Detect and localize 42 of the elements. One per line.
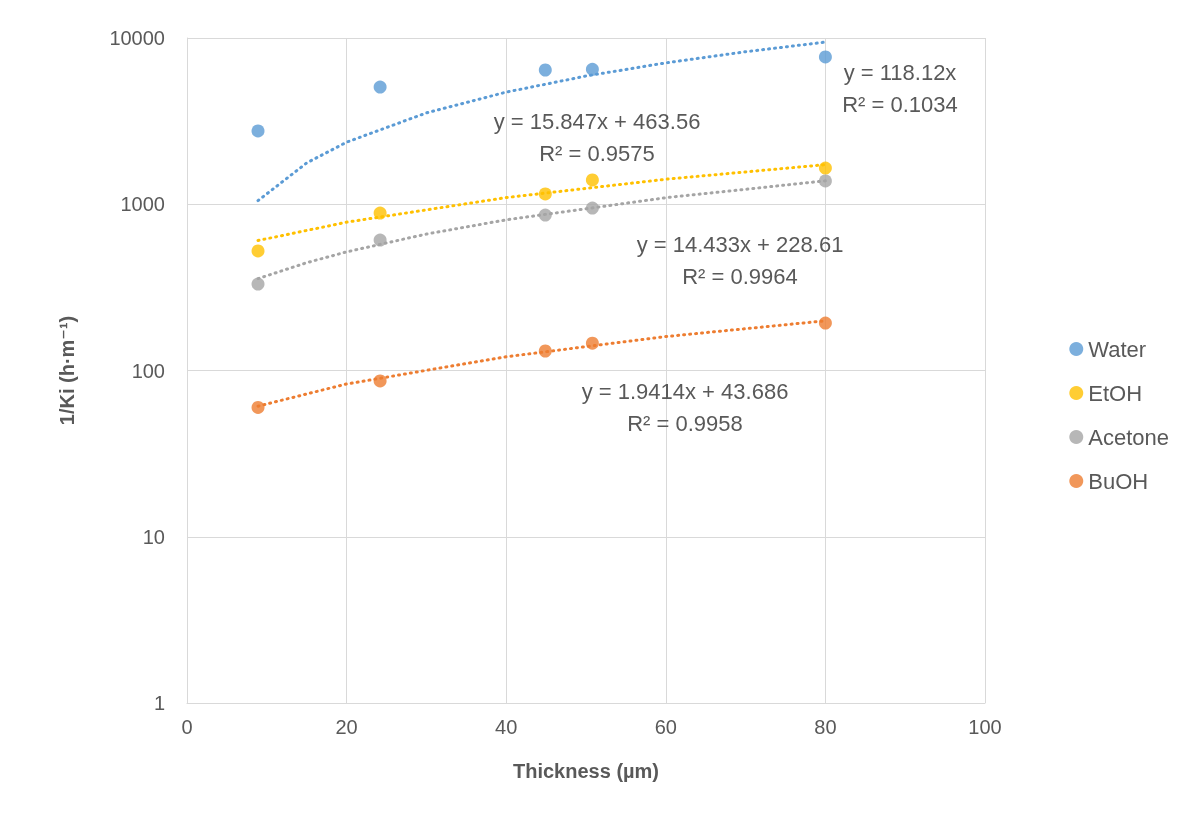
- x-axis-title: Thickness (µm): [512, 760, 660, 782]
- point: [538, 63, 552, 77]
- legend-label: Acetone: [1088, 424, 1170, 450]
- x-tick-label: 20: [335, 716, 358, 738]
- annotation: y = 14.433x + 228.61 R² = 0.9964: [636, 231, 844, 289]
- point: [818, 161, 832, 175]
- y-tick-label: 100: [131, 359, 165, 382]
- x-tick-label: 60: [654, 716, 677, 738]
- annotation: y = 1.9414x + 43.686 R² = 0.9958: [581, 378, 789, 436]
- point: [373, 80, 387, 94]
- point: [251, 124, 265, 138]
- y-tick-label: 10: [142, 525, 165, 548]
- point: [818, 174, 832, 188]
- point: [251, 400, 265, 414]
- point: [538, 208, 552, 222]
- y-tick-label: 10000: [109, 27, 165, 49]
- legend-label: Water: [1088, 336, 1147, 362]
- point: [251, 277, 265, 291]
- x-tick-label: 0: [181, 716, 193, 738]
- point: [538, 187, 552, 201]
- point: [818, 50, 832, 64]
- point: [373, 233, 387, 247]
- y-tick-label: 1000: [120, 193, 165, 216]
- point: [373, 206, 387, 220]
- x-tick-label: 100: [968, 716, 1002, 738]
- point: [818, 316, 832, 330]
- point: [251, 244, 265, 258]
- annotation: y = 118.12x R² = 0.1034: [842, 59, 958, 117]
- annotation: y = 15.847x + 463.56 R² = 0.9575: [493, 108, 701, 166]
- point: [538, 344, 552, 358]
- line-series: [256, 40, 827, 203]
- y-axis-title: 1/Ki (h·m⁻¹): [56, 315, 78, 426]
- x-tick-label: 80: [814, 716, 837, 738]
- point: [585, 62, 599, 76]
- point: [585, 201, 599, 215]
- point: [585, 336, 599, 350]
- point: [373, 374, 387, 388]
- legend-label: EtOH: [1088, 380, 1143, 406]
- y-tick-label: 1: [153, 692, 165, 714]
- legend-label: BuOH: [1088, 468, 1149, 494]
- point: [585, 173, 599, 187]
- x-tick-label: 40: [495, 716, 518, 738]
